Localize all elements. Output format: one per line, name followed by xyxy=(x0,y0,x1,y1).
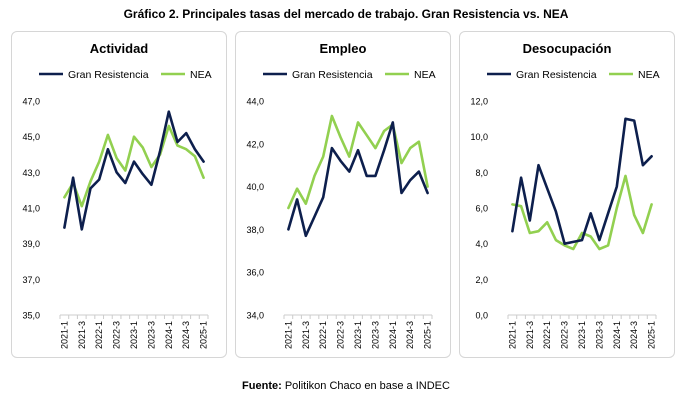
x-tick-label: 2025-1 xyxy=(423,321,433,349)
y-tick-label: 43,0 xyxy=(22,168,40,178)
series-line-gran-resistencia xyxy=(287,121,429,238)
x-tick-label: 2023-3 xyxy=(146,321,156,349)
y-tick-label: 40,0 xyxy=(246,182,264,192)
x-tick-label: 2021-3 xyxy=(77,321,87,349)
y-tick-label: 36,0 xyxy=(246,268,264,278)
y-tick-label: 39,0 xyxy=(22,239,40,249)
y-tick-label: 37,0 xyxy=(22,275,40,285)
x-tick-label: 2021-3 xyxy=(525,321,535,349)
x-tick-label: 2023-3 xyxy=(370,321,380,349)
x-tick-label: 2024-1 xyxy=(388,321,398,349)
x-tick-label: 2022-3 xyxy=(112,321,122,349)
y-tick-label: 4,0 xyxy=(475,239,488,249)
chart-panel-desocupacion: Desocupación Gran Resistencia NEA 0,0 2,0 4,0… xyxy=(459,31,675,358)
x-tick-label: 2024-3 xyxy=(405,321,415,349)
x-tick-label: 2021-1 xyxy=(283,321,293,349)
y-tick-label: 42,0 xyxy=(246,139,264,149)
x-tick-label: 2024-3 xyxy=(181,321,191,349)
x-tick-label: 2022-3 xyxy=(336,321,346,349)
series-line-gran-resistencia xyxy=(511,117,653,245)
chart-panel-actividad: Actividad Gran Resistencia NEA 35,0 37,0 39,0… xyxy=(11,31,227,358)
x-tick-label: 2024-3 xyxy=(629,321,639,349)
y-tick-label: 35,0 xyxy=(22,311,40,321)
x-tick-label: 2025-1 xyxy=(647,321,657,349)
x-tick-label: 2023-3 xyxy=(594,321,604,349)
chart-svg-empleo: Empleo Gran Resistencia NEA 34,0 36,0 38,0 40,… xyxy=(246,41,436,349)
legend-label-gran-resistencia: Gran Resistencia xyxy=(68,69,149,81)
x-tick-label: 2023-1 xyxy=(577,321,587,349)
series-line-gran-resistencia xyxy=(63,110,205,231)
chart-title: Desocupación xyxy=(523,41,612,56)
y-tick-label: 47,0 xyxy=(22,97,40,107)
source-text: Politikon Chaco en base a INDEC xyxy=(284,380,450,392)
x-tick-label: 2022-1 xyxy=(318,321,328,349)
x-tick-label: 2022-3 xyxy=(560,321,570,349)
legend-label-gran-resistencia: Gran Resistencia xyxy=(292,69,373,81)
series-line-nea xyxy=(511,174,653,251)
y-tick-label: 34,0 xyxy=(246,311,264,321)
x-tick-label: 2021-1 xyxy=(59,321,69,349)
x-tick-label: 2023-1 xyxy=(353,321,363,349)
series-line-nea xyxy=(63,124,205,208)
series-line-nea xyxy=(287,114,429,210)
y-tick-label: 10,0 xyxy=(470,132,488,142)
chart-title: Actividad xyxy=(90,41,149,56)
y-tick-label: 12,0 xyxy=(470,97,488,107)
y-tick-label: 8,0 xyxy=(475,168,488,178)
source-label: Fuente: xyxy=(242,380,282,392)
y-tick-label: 38,0 xyxy=(246,225,264,235)
x-tick-label: 2022-1 xyxy=(542,321,552,349)
x-tick-label: 2024-1 xyxy=(164,321,174,349)
y-tick-label: 6,0 xyxy=(475,204,488,214)
y-tick-label: 0,0 xyxy=(475,311,488,321)
figure-title: Gráfico 2. Principales tasas del mercado… xyxy=(123,7,569,21)
y-tick-label: 45,0 xyxy=(22,132,40,142)
x-tick-label: 2021-3 xyxy=(301,321,311,349)
x-tick-label: 2021-1 xyxy=(507,321,517,349)
x-tick-label: 2022-1 xyxy=(94,321,104,349)
x-tick-label: 2024-1 xyxy=(612,321,622,349)
chart-panel-empleo: Empleo Gran Resistencia NEA 34,0 36,0 38,0 40,… xyxy=(235,31,451,358)
legend-label-nea: NEA xyxy=(414,69,436,81)
chart-title: Empleo xyxy=(320,41,367,56)
legend-label-nea: NEA xyxy=(638,69,660,81)
x-tick-label: 2023-1 xyxy=(129,321,139,349)
chart-svg-desocupacion: Desocupación Gran Resistencia NEA 0,0 2,0 4,0… xyxy=(470,41,660,349)
x-tick-label: 2025-1 xyxy=(199,321,209,349)
legend-label-gran-resistencia: Gran Resistencia xyxy=(516,69,597,81)
chart-svg-actividad: Actividad Gran Resistencia NEA 35,0 37,0 39,0… xyxy=(22,41,212,349)
legend-label-nea: NEA xyxy=(190,69,212,81)
y-tick-label: 2,0 xyxy=(475,275,488,285)
y-tick-label: 41,0 xyxy=(22,204,40,214)
y-tick-label: 44,0 xyxy=(246,97,264,107)
source-note: Fuente: Politikon Chaco en base a INDEC xyxy=(0,380,692,392)
